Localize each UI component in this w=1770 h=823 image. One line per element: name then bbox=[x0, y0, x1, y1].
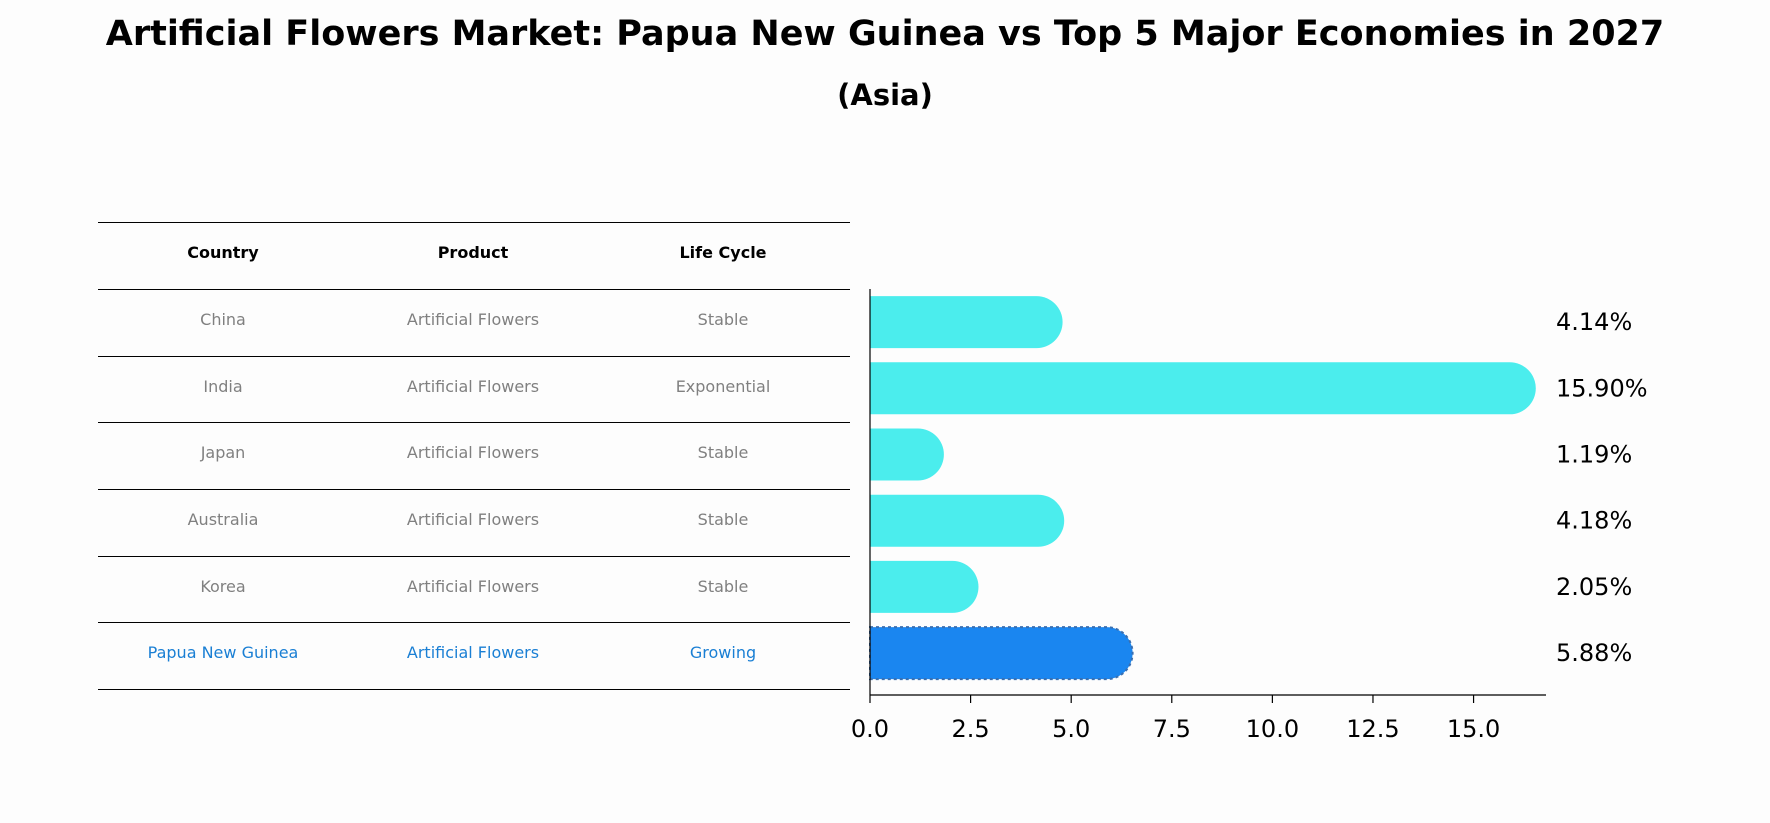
data-label: 15.90% bbox=[1556, 374, 1648, 402]
x-tick-label: 12.5 bbox=[1346, 715, 1399, 743]
bar-india bbox=[870, 362, 1536, 415]
x-tick-label: 15.0 bbox=[1447, 715, 1500, 743]
table-cell-product: Artificial Flowers bbox=[406, 510, 540, 529]
x-tick-label: 0.0 bbox=[851, 715, 889, 743]
table-rule bbox=[98, 222, 850, 223]
table-cell-product: Artificial Flowers bbox=[406, 443, 540, 462]
x-tick-label: 2.5 bbox=[952, 715, 990, 743]
table-cell-country: Papua New Guinea bbox=[147, 643, 299, 662]
chart-title: Artificial Flowers Market: Papua New Gui… bbox=[105, 14, 1665, 54]
table-cell-country: India bbox=[203, 377, 243, 396]
table-rule bbox=[98, 356, 850, 357]
table-cell-product: Artificial Flowers bbox=[406, 577, 540, 596]
bar-australia bbox=[870, 494, 1065, 547]
table-header-country: Country bbox=[187, 243, 259, 262]
table-rule bbox=[98, 689, 850, 690]
data-label: 2.05% bbox=[1556, 573, 1632, 601]
table-cell-country: Korea bbox=[200, 577, 246, 596]
table-header-product: Product bbox=[437, 243, 509, 262]
x-tick-label: 7.5 bbox=[1153, 715, 1191, 743]
bar-korea bbox=[870, 560, 979, 613]
bar-japan bbox=[870, 428, 944, 481]
table-cell-life-cycle: Exponential bbox=[675, 377, 771, 396]
table-cell-life-cycle: Growing bbox=[689, 643, 757, 662]
data-label: 5.88% bbox=[1556, 639, 1632, 667]
data-label: 4.18% bbox=[1556, 507, 1632, 535]
table-cell-product: Artificial Flowers bbox=[406, 377, 540, 396]
data-label: 1.19% bbox=[1556, 441, 1632, 469]
table-rule bbox=[98, 489, 850, 490]
data-label: 4.14% bbox=[1556, 308, 1632, 336]
table-cell-life-cycle: Stable bbox=[697, 310, 749, 329]
x-tick-label: 5.0 bbox=[1052, 715, 1090, 743]
chart-subtitle: (Asia) bbox=[837, 78, 933, 112]
table-cell-life-cycle: Stable bbox=[697, 443, 749, 462]
bar-china bbox=[870, 296, 1063, 349]
table-rule bbox=[98, 422, 850, 423]
table-rule bbox=[98, 556, 850, 557]
table-cell-life-cycle: Stable bbox=[697, 577, 749, 596]
table-cell-country: Australia bbox=[187, 510, 259, 529]
table-rule bbox=[98, 289, 850, 290]
table-cell-product: Artificial Flowers bbox=[406, 643, 540, 662]
table-header-life-cycle: Life Cycle bbox=[679, 243, 767, 262]
table-cell-country: China bbox=[200, 310, 246, 329]
table-cell-country: Japan bbox=[200, 443, 246, 462]
bar-papua-new-guinea bbox=[869, 626, 1134, 681]
table-cell-life-cycle: Stable bbox=[697, 510, 749, 529]
table-rule bbox=[98, 622, 850, 623]
x-tick-label: 10.0 bbox=[1246, 715, 1299, 743]
table-cell-product: Artificial Flowers bbox=[406, 310, 540, 329]
